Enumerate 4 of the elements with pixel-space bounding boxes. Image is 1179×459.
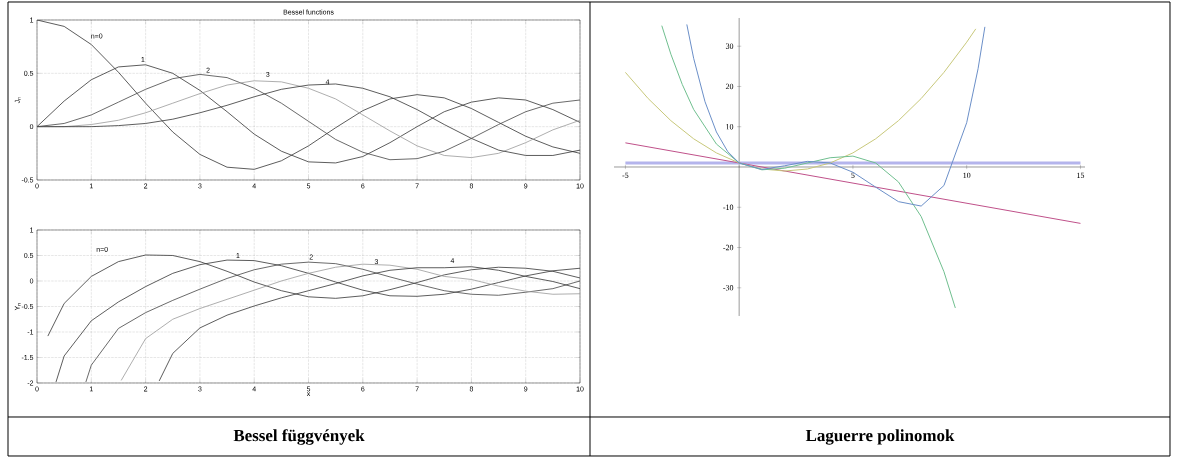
text: Laguerre polinomok <box>805 429 955 445</box>
line-series <box>624 28 977 172</box>
line-series <box>37 20 581 170</box>
text: Bessel függvények <box>233 429 365 445</box>
